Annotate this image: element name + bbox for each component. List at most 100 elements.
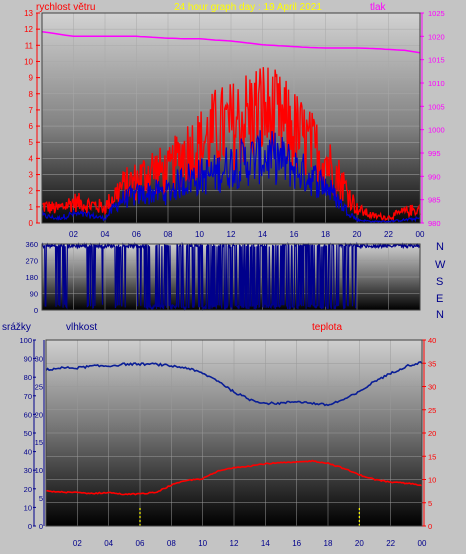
humidity-tick-label: 80 xyxy=(24,373,32,382)
temperature-tick-label: 25 xyxy=(428,406,436,415)
wind-tick-label: 7 xyxy=(29,106,34,115)
panel1-x-ticks: 02 04 06 08 10 12 14 16 18 20 22 00 xyxy=(69,230,425,239)
x-tick-label: 20 xyxy=(353,230,362,239)
wind-tick-label: 1 xyxy=(29,203,34,212)
x-tick-label: 00 xyxy=(418,539,427,548)
x-tick-label: 12 xyxy=(227,230,236,239)
wind-tick-label: 4 xyxy=(29,154,34,163)
x-tick-label: 18 xyxy=(324,539,333,548)
wind-tick-label: 2 xyxy=(29,187,34,196)
pressure-tick-label: 1025 xyxy=(428,9,445,18)
panel3-temperature-ticks: 0 5 10 15 20 25 30 35 40 xyxy=(422,336,436,531)
x-tick-label: 04 xyxy=(104,539,113,548)
pressure-tick-label: 995 xyxy=(428,149,441,158)
panel2-frame xyxy=(41,243,421,311)
wind-tick-label: 5 xyxy=(29,138,34,147)
x-tick-label: 08 xyxy=(164,230,173,239)
wind-tick-label: 9 xyxy=(29,74,34,83)
rain-tick-label: 10 xyxy=(35,466,43,475)
wind-average-line xyxy=(41,130,421,224)
panel3-x-ticks: 02 04 06 08 10 12 14 16 18 20 22 00 xyxy=(73,539,427,548)
x-tick-label: 10 xyxy=(198,539,207,548)
direction-tick-label: 270 xyxy=(25,257,38,266)
panel1-series xyxy=(41,30,421,224)
direction-tick-label: 180 xyxy=(25,273,38,282)
wind-direction-line xyxy=(41,241,421,312)
pressure-tick-label: 980 xyxy=(428,219,441,228)
pressure-tick-label: 1000 xyxy=(428,126,445,135)
x-tick-label: 16 xyxy=(292,539,301,548)
wind-speed-line xyxy=(41,67,421,222)
compass-s: S xyxy=(436,276,443,288)
panel1-right-ticks: 980 985 990 995 1000 1005 1010 1015 1020 1025 xyxy=(420,9,445,228)
x-tick-label: 22 xyxy=(384,230,393,239)
x-tick-label: 18 xyxy=(321,230,330,239)
x-tick-label: 02 xyxy=(69,230,78,239)
rain-tick-label: 15 xyxy=(35,438,43,447)
humidity-tick-label: 20 xyxy=(24,485,32,494)
pressure-tick-label: 985 xyxy=(428,196,441,205)
compass-e: E xyxy=(436,293,443,305)
pressure-label: tlak xyxy=(370,2,387,13)
x-tick-label: 00 xyxy=(416,230,425,239)
wind-tick-label: 8 xyxy=(29,90,34,99)
humidity-tick-label: 100 xyxy=(19,336,32,345)
compass-n2: N xyxy=(436,309,444,321)
rain-tick-label: 0 xyxy=(39,522,43,531)
temperature-tick-label: 35 xyxy=(428,359,436,368)
panel2-left-ticks: 0 90 180 270 360 xyxy=(25,240,38,315)
panel1-frame xyxy=(41,12,421,224)
panel3-humidity-ticks: 0 10 20 30 40 50 60 70 80 90 100 xyxy=(19,336,36,531)
pressure-tick-label: 1010 xyxy=(428,79,445,88)
pressure-tick-label: 1020 xyxy=(428,32,445,41)
temperature-tick-label: 20 xyxy=(428,429,436,438)
wind-tick-label: 0 xyxy=(29,219,34,228)
x-tick-label: 10 xyxy=(195,230,204,239)
x-tick-label: 16 xyxy=(290,230,299,239)
panel3-rain-ticks: 0 5 10 15 20 25 30 xyxy=(35,340,45,531)
temperature-tick-label: 0 xyxy=(428,522,432,531)
temperature-line xyxy=(45,459,423,496)
direction-tick-label: 360 xyxy=(25,240,38,249)
pressure-tick-label: 990 xyxy=(428,172,441,181)
x-tick-label: 06 xyxy=(132,230,141,239)
chart-title: 24 hour graph day : 19 April 2021 xyxy=(174,2,322,13)
x-tick-label: 08 xyxy=(167,539,176,548)
panel2-series xyxy=(41,241,421,312)
x-tick-label: 22 xyxy=(386,539,395,548)
temperature-tick-label: 10 xyxy=(428,476,436,485)
humidity-line xyxy=(45,361,423,407)
rain-label: srážky xyxy=(2,322,31,333)
panel3-frame xyxy=(45,339,423,527)
humidity-label: vlhkost xyxy=(66,322,97,333)
direction-tick-label: 0 xyxy=(34,306,38,315)
rain-tick-label: 20 xyxy=(35,410,43,419)
humidity-tick-label: 40 xyxy=(24,448,32,457)
humidity-tick-label: 90 xyxy=(24,355,32,364)
pressure-line xyxy=(41,30,421,54)
temperature-tick-label: 5 xyxy=(428,499,432,508)
temperature-label: teplota xyxy=(312,322,342,333)
x-tick-label: 20 xyxy=(355,539,364,548)
x-tick-label: 14 xyxy=(258,230,267,239)
wind-tick-label: 6 xyxy=(29,122,34,131)
x-tick-label: 04 xyxy=(101,230,110,239)
temperature-tick-label: 40 xyxy=(428,336,436,345)
rain-tick-label: 25 xyxy=(35,382,43,391)
humidity-tick-label: 0 xyxy=(28,522,32,531)
direction-tick-label: 90 xyxy=(30,290,38,299)
humidity-tick-label: 50 xyxy=(24,429,32,438)
compass-w: W xyxy=(435,259,446,271)
pressure-tick-label: 1005 xyxy=(428,102,445,111)
humidity-tick-label: 30 xyxy=(24,466,32,475)
x-tick-label: 02 xyxy=(73,539,82,548)
humidity-tick-label: 60 xyxy=(24,410,32,419)
wind-tick-label: 11 xyxy=(25,41,34,50)
x-tick-label: 06 xyxy=(136,539,145,548)
panel3-grid xyxy=(46,340,422,526)
humidity-tick-label: 10 xyxy=(24,503,32,512)
rain-tick-label: 30 xyxy=(35,354,43,363)
wind-tick-label: 3 xyxy=(29,171,34,180)
